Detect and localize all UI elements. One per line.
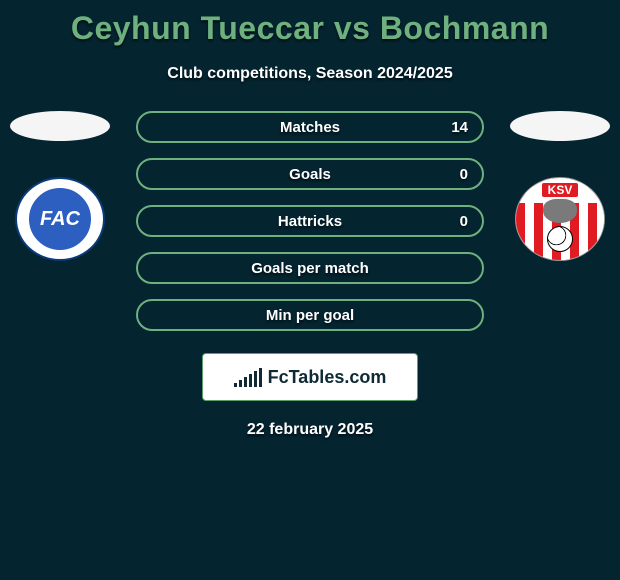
stat-row-min-per-goal: Min per goal: [136, 299, 484, 331]
brand-card[interactable]: FcTables.com: [202, 353, 418, 401]
stat-row-goals: Goals 0: [136, 158, 484, 190]
brand-bars-icon: [234, 367, 262, 387]
stat-label: Hattricks: [278, 213, 342, 230]
brand-text: FcTables.com: [268, 367, 387, 388]
stat-right-value: 0: [460, 213, 468, 230]
page-title: Ceyhun Tueccar vs Bochmann: [0, 0, 620, 47]
club-badge-right-label: KSV: [542, 183, 579, 197]
date-line: 22 february 2025: [0, 421, 620, 439]
player-silhouette-left: [10, 111, 110, 141]
stat-label: Goals per match: [251, 260, 369, 277]
stat-row-goals-per-match: Goals per match: [136, 252, 484, 284]
club-badge-right: KSV: [515, 177, 605, 261]
left-player-column: FAC: [0, 111, 120, 261]
stat-row-matches: Matches 14: [136, 111, 484, 143]
stat-right-value: 0: [460, 166, 468, 183]
stat-label: Matches: [280, 119, 340, 136]
player-silhouette-right: [510, 111, 610, 141]
stat-label: Min per goal: [266, 307, 354, 324]
stat-right-value: 14: [451, 119, 468, 136]
club-badge-left: FAC: [15, 177, 105, 261]
subtitle: Club competitions, Season 2024/2025: [0, 65, 620, 83]
comparison-panel: FAC KSV Matches 14 Goals 0 Hattric: [0, 111, 620, 331]
right-player-column: KSV: [500, 111, 620, 261]
stat-label: Goals: [289, 166, 331, 183]
stat-row-hattricks: Hattricks 0: [136, 205, 484, 237]
club-badge-left-label: FAC: [27, 186, 93, 252]
stats-list: Matches 14 Goals 0 Hattricks 0 Goals per…: [136, 111, 484, 331]
